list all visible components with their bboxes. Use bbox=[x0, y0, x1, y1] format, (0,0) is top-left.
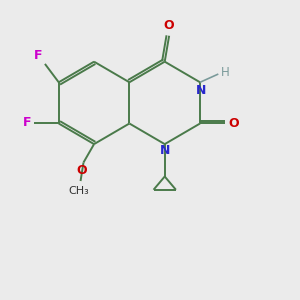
Text: O: O bbox=[229, 117, 239, 130]
Text: N: N bbox=[196, 84, 207, 97]
Text: H: H bbox=[221, 66, 230, 79]
Text: N: N bbox=[160, 143, 170, 157]
Text: CH₃: CH₃ bbox=[69, 186, 89, 196]
Text: O: O bbox=[164, 19, 175, 32]
Text: F: F bbox=[23, 116, 31, 129]
Text: F: F bbox=[34, 49, 43, 62]
Text: O: O bbox=[77, 164, 87, 177]
